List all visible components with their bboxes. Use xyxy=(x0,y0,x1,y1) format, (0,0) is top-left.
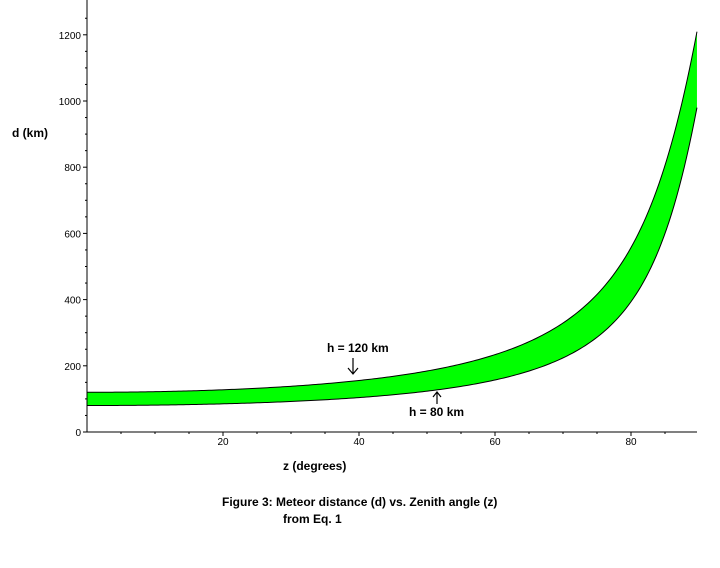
arrow-up-icon xyxy=(432,391,442,404)
x-ticks: 20 40 60 80 xyxy=(217,432,637,448)
y-minor-ticks xyxy=(85,17,87,416)
x-tick-label: 20 xyxy=(217,437,229,448)
annotation-h-120: h = 120 km xyxy=(327,341,389,355)
y-ticks: 0 200 400 600 800 1000 1200 xyxy=(59,31,87,439)
caption-line-1: Figure 3: Meteor distance (d) vs. Zenith… xyxy=(222,495,497,509)
y-tick-label: 0 xyxy=(75,428,81,439)
curve-h-120 xyxy=(87,31,698,393)
y-tick-label: 400 xyxy=(64,296,81,307)
y-tick-label: 1200 xyxy=(59,31,82,42)
x-axis-label: z (degrees) xyxy=(283,459,346,473)
distance-band xyxy=(87,31,697,406)
y-tick-label: 200 xyxy=(64,362,81,373)
annotation-h-80: h = 80 km xyxy=(409,405,464,419)
y-tick-label: 1000 xyxy=(59,97,82,108)
x-tick-label: 40 xyxy=(353,437,365,448)
arrow-down-icon xyxy=(347,358,359,375)
caption-line-2: from Eq. 1 xyxy=(283,512,342,526)
curve-h-80 xyxy=(87,107,698,407)
x-minor-ticks xyxy=(120,432,666,434)
x-tick-label: 80 xyxy=(625,437,637,448)
y-tick-label: 600 xyxy=(64,229,81,240)
x-tick-label: 60 xyxy=(489,437,501,448)
y-tick-label: 800 xyxy=(64,163,81,174)
y-axis-label: d (km) xyxy=(12,126,48,140)
